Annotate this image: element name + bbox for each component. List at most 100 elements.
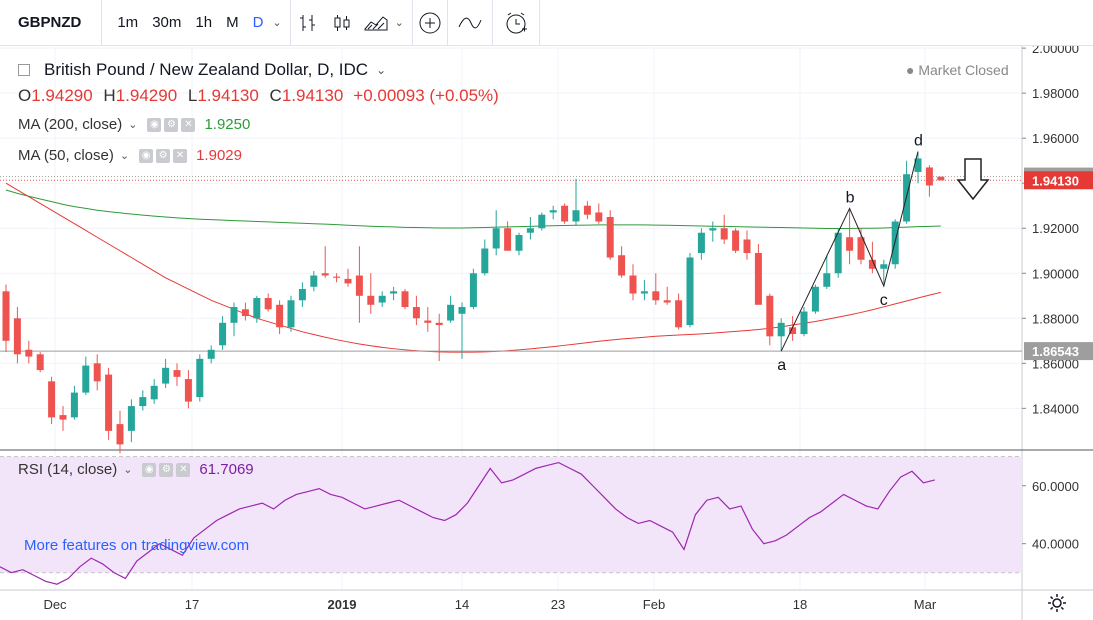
eye-icon[interactable]: ◉: [147, 117, 162, 132]
time-tick-label: 2019: [328, 597, 357, 612]
candle-body: [424, 320, 432, 323]
candle-body: [150, 385, 158, 400]
candle-body: [515, 234, 523, 251]
eye-icon[interactable]: ◉: [139, 148, 154, 163]
close-icon[interactable]: ✕: [173, 148, 188, 163]
candle-body: [834, 232, 842, 274]
candle-body: [800, 311, 808, 335]
price-tick-label: 1.92000: [1032, 221, 1079, 236]
chevron-down-icon[interactable]: ⌄: [272, 17, 282, 29]
candle-body: [412, 307, 420, 319]
interval-month[interactable]: M: [226, 14, 239, 31]
candle-body: [70, 392, 78, 418]
candle-body: [59, 415, 67, 420]
candle-body: [686, 257, 694, 326]
chevron-down-icon[interactable]: ⌄: [394, 17, 404, 29]
candle-body: [823, 273, 831, 287]
price-tick-label: 1.98000: [1032, 86, 1079, 101]
close-icon[interactable]: ✕: [181, 117, 196, 132]
candle-body: [652, 291, 660, 301]
chevron-down-icon[interactable]: ⌄: [119, 150, 130, 162]
ma200-label[interactable]: MA (200, close): [18, 116, 123, 133]
candle-body: [857, 237, 865, 260]
candle-body: [925, 167, 933, 186]
candle-body: [162, 367, 170, 384]
interval-1m[interactable]: 1m: [117, 14, 139, 31]
symbol-search[interactable]: GBPNZD: [18, 14, 82, 31]
candle-body: [766, 295, 774, 337]
candle-body: [880, 264, 888, 269]
ma200-legend: MA (200, close) ⌄ ◉ ⚙ ✕ 1.9250: [18, 116, 250, 133]
chart-title: British Pound / New Zealand Dollar, D, I…: [44, 60, 369, 79]
candle-body: [914, 158, 922, 172]
close-icon[interactable]: ✕: [176, 462, 191, 477]
candle-body: [196, 358, 204, 398]
compare-icon[interactable]: [413, 0, 447, 46]
alert-icon[interactable]: [493, 0, 539, 46]
candle-body: [2, 291, 10, 341]
candle-body: [390, 291, 398, 294]
toolbar-divider: [491, 0, 493, 46]
candle-body: [82, 365, 90, 393]
candle-body: [401, 291, 409, 308]
eye-icon[interactable]: ◉: [142, 462, 157, 477]
candle-body: [526, 228, 534, 233]
status-dot-icon: ●: [906, 62, 915, 78]
market-status-text: Market Closed: [918, 62, 1009, 78]
candle-body: [139, 397, 147, 407]
gear-icon[interactable]: [1046, 592, 1068, 614]
candle-body: [720, 228, 728, 240]
candle-body: [48, 381, 56, 418]
low-label: L: [187, 86, 198, 105]
rsi-label[interactable]: RSI (14, close): [18, 461, 118, 478]
candle-body: [606, 216, 614, 258]
candle-body: [105, 374, 113, 431]
candle-body: [333, 276, 341, 278]
bar-style-icon[interactable]: [291, 0, 325, 46]
candle-body: [378, 295, 386, 303]
price-tick-label: 1.90000: [1032, 266, 1079, 281]
candle-body: [663, 300, 671, 303]
rsi-legend: RSI (14, close) ⌄ ◉ ⚙ ✕ 61.7069: [18, 461, 254, 478]
candle-body: [36, 354, 44, 371]
abcd-pattern-line: [780, 151, 919, 352]
time-tick-label: 17: [185, 597, 199, 612]
chevron-down-icon[interactable]: ⌄: [123, 464, 133, 476]
candles-icon[interactable]: [325, 0, 359, 46]
candle-body: [173, 370, 181, 377]
candle-body: [492, 228, 500, 249]
candlesticks: [2, 151, 945, 454]
price-tick-label: 1.84000: [1032, 401, 1079, 416]
ma50-line: [5, 182, 941, 353]
candle-body: [264, 298, 272, 310]
interval-1h[interactable]: 1h: [195, 14, 213, 31]
candle-body: [447, 304, 455, 321]
ohlc-row: O 1.94290 H 1.94290 L 1.94130 C 1.94130 +0.0…: [18, 86, 499, 106]
candle-body: [789, 327, 797, 335]
gear-icon[interactable]: ⚙: [156, 148, 171, 163]
tradingview-link[interactable]: More features on tradingview.com: [24, 537, 250, 554]
chevron-down-icon[interactable]: ⌄: [128, 119, 138, 131]
collapse-legend-icon[interactable]: [18, 64, 30, 76]
indicators-icon[interactable]: [448, 0, 492, 46]
candle-body: [629, 275, 637, 294]
chevron-down-icon[interactable]: ⌄: [376, 63, 387, 77]
toolbar-divider: [538, 0, 540, 46]
rsi-line: [0, 461, 935, 585]
candle-body: [435, 322, 443, 326]
area-icon[interactable]: [359, 0, 393, 46]
candle-body: [344, 278, 352, 284]
candle-body: [937, 176, 945, 181]
rsi-tick-label: 40.0000: [1032, 537, 1079, 552]
toolbar-divider: [411, 0, 413, 46]
high-label: H: [103, 86, 116, 105]
interval-day[interactable]: D: [252, 14, 264, 31]
gear-icon[interactable]: ⚙: [164, 117, 179, 132]
change-value: +0.00093 (+0.05%): [353, 86, 499, 105]
ma50-label[interactable]: MA (50, close): [18, 147, 114, 164]
interval-30m[interactable]: 30m: [152, 14, 182, 31]
gear-icon[interactable]: ⚙: [159, 462, 174, 477]
rsi-value: 61.7069: [199, 461, 254, 478]
candle-body: [538, 214, 546, 229]
time-tick-label: 23: [551, 597, 565, 612]
